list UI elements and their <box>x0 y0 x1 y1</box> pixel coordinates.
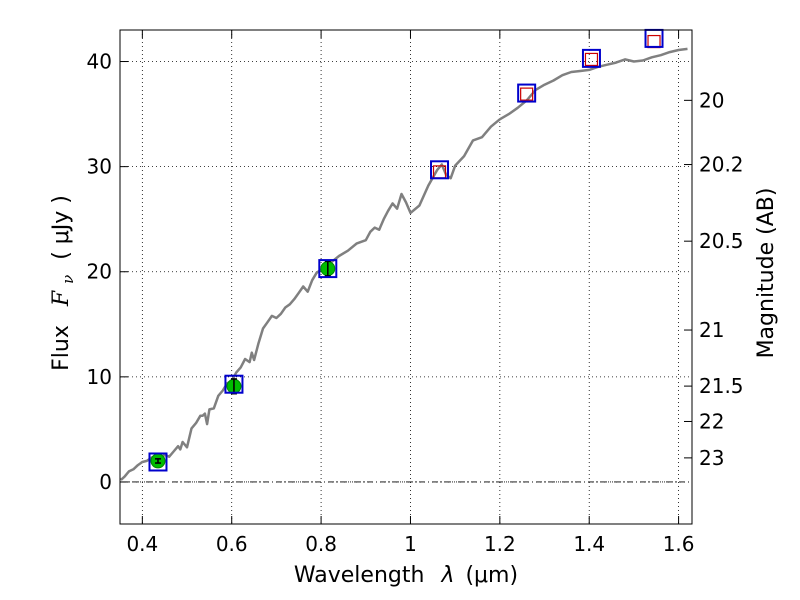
mag-tick-label: 20 <box>699 88 724 112</box>
grid <box>120 30 692 524</box>
mag-tick-label: 22 <box>699 409 724 433</box>
model-photometry-marker <box>581 48 601 68</box>
mag-tick-label: 21 <box>699 318 724 342</box>
data-points <box>148 28 664 472</box>
model-photometry-marker <box>148 452 168 472</box>
y-tick-label: 30 <box>87 155 112 179</box>
x-axis-label-unit: (μm) <box>465 563 518 588</box>
y-axis-label: Flux F ν ( μJy ) <box>49 195 79 371</box>
y-axis-label-text: Flux <box>49 325 74 371</box>
model-photometry-marker <box>517 83 537 103</box>
model-spectrum-line <box>120 47 688 481</box>
x-axis-label-symbol: λ <box>440 563 454 588</box>
y-tick-label: 0 <box>99 470 112 494</box>
x-tick-label: 1 <box>404 532 417 556</box>
mag-tick-label: 23 <box>699 446 724 470</box>
observed-open-marker <box>520 87 534 101</box>
x-tick-label: 1.6 <box>663 532 695 556</box>
y-tick-label: 40 <box>87 50 112 74</box>
x-tick-label: 0.6 <box>216 532 248 556</box>
y-axis-label-unit: ( μJy ) <box>49 195 74 260</box>
y-axis-label-symbol: F <box>49 290 74 307</box>
y-tick-label: 10 <box>87 365 112 389</box>
x-axis-label-text: Wavelength <box>294 563 425 588</box>
model-photometry-marker <box>318 259 338 279</box>
plot-frame <box>119 29 693 525</box>
y-axis-label-subscript: ν <box>59 275 77 284</box>
mag-tick-label: 20.2 <box>699 153 744 177</box>
observed-open-marker <box>647 34 661 49</box>
mag-tick-label: 21.5 <box>699 374 744 398</box>
axis-ticks: 0.4 0.6 0.8 1 1.2 1.4 1.6 0 10 20 30 40 20 20.2 20.5 21… <box>87 30 744 556</box>
y-tick-label: 20 <box>87 260 112 284</box>
x-axis-label: Wavelength λ (μm) <box>294 563 518 588</box>
x-tick-label: 0.8 <box>305 532 337 556</box>
model-photometry-marker <box>430 160 450 180</box>
y2-axis-label: Magnitude (AB) <box>754 188 779 359</box>
model-spectrum <box>120 47 688 481</box>
x-tick-label: 0.4 <box>126 532 158 556</box>
x-tick-label: 1.4 <box>573 532 605 556</box>
observed-open-marker <box>584 52 599 67</box>
mag-tick-label: 20.5 <box>699 229 744 253</box>
model-photometry-marker <box>224 374 244 394</box>
x-tick-label: 1.2 <box>484 532 516 556</box>
